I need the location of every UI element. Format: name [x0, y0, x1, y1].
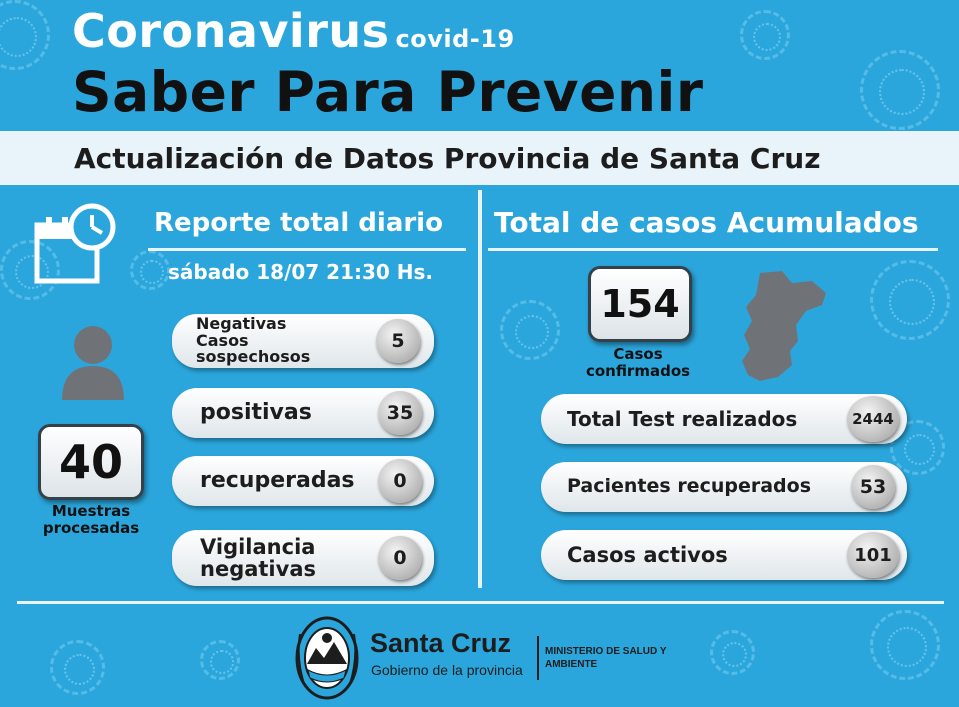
- cumulative-item-value: 101: [847, 532, 899, 578]
- cumulative-item-label: Total Test realizados: [567, 406, 798, 431]
- report-date: sábado 18/07 21:30 Hs.: [168, 260, 434, 284]
- daily-item-value: 35: [378, 391, 422, 435]
- daily-item-label: recuperadas: [200, 468, 355, 494]
- person-icon: [58, 322, 128, 402]
- samples-label: Muestras procesadas: [42, 502, 140, 537]
- daily-item-label: Negativas Casos sospechosos: [196, 313, 311, 367]
- cumulative-item-label: Pacientes recuperados: [567, 475, 812, 498]
- confirmed-label: Casos confirmados: [585, 345, 691, 380]
- cumulative-item-recuperados: Pacientes recuperados 53: [541, 462, 907, 512]
- daily-item-recuperadas: recuperadas 0: [172, 456, 434, 506]
- daily-item-positivas: positivas 35: [172, 388, 434, 438]
- vertical-divider: [478, 190, 482, 588]
- cumulative-heading-underline: [488, 248, 938, 251]
- title: Coronavirus covid-19: [72, 4, 515, 58]
- footer-brand-sub: Gobierno de la provincia: [371, 662, 523, 678]
- daily-heading-underline: [148, 248, 466, 251]
- daily-item-negativas: Negativas Casos sospechosos 5: [172, 314, 434, 368]
- daily-item-vigilancia: Vigilancia negativas 0: [172, 530, 434, 586]
- cumulative-item-value: 2444: [847, 396, 899, 442]
- title-small: covid-19: [395, 25, 515, 53]
- subtitle: Saber Para Prevenir: [72, 60, 704, 124]
- daily-heading: Reporte total diario: [154, 208, 443, 238]
- cumulative-item-tests: Total Test realizados 2444: [541, 394, 907, 444]
- horizontal-divider: [17, 601, 944, 604]
- samples-box: 40: [38, 424, 144, 500]
- daily-item-value: 5: [376, 319, 420, 363]
- santa-cruz-map-icon: [730, 265, 830, 385]
- cumulative-item-activos: Casos activos 101: [541, 530, 907, 580]
- daily-item-value: 0: [378, 536, 422, 580]
- samples-value: 40: [58, 435, 123, 489]
- daily-item-label: Vigilancia negativas: [200, 534, 316, 581]
- banner: Actualización de Datos Provincia de Sant…: [0, 131, 959, 185]
- confirmed-box: 154: [588, 266, 692, 342]
- footer-brand: Santa Cruz: [370, 628, 512, 658]
- banner-text: Actualización de Datos Provincia de Sant…: [74, 141, 821, 175]
- title-main: Coronavirus: [72, 4, 390, 58]
- confirmed-value: 154: [600, 282, 680, 326]
- calendar-clock-icon: [34, 203, 118, 285]
- daily-item-value: 0: [378, 459, 422, 503]
- cumulative-item-value: 53: [851, 465, 895, 509]
- province-coat-of-arms-icon: [294, 614, 360, 700]
- footer-separator: [537, 636, 539, 680]
- footer-ministry: MINISTERIO DE SALUD Y AMBIENTE: [545, 646, 667, 670]
- cumulative-heading: Total de casos Acumulados: [494, 206, 919, 239]
- cumulative-item-label: Casos activos: [567, 542, 728, 567]
- daily-item-label: positivas: [200, 400, 312, 426]
